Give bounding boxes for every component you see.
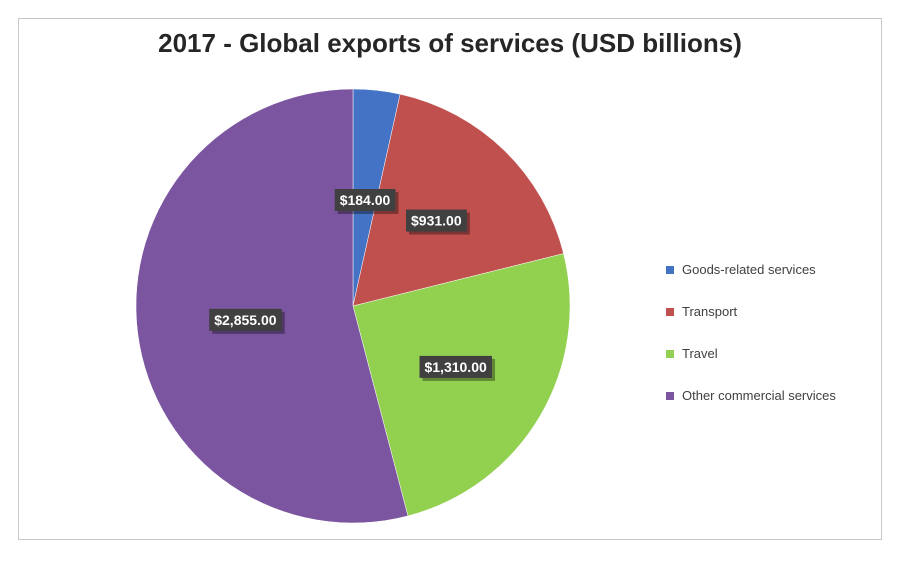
data-label-box [419,355,492,378]
data-label-box [334,189,396,211]
legend-label: Travel [682,346,718,361]
legend-item-other-commercial-services: Other commercial services [666,388,836,430]
data-label-box [209,308,282,331]
chart-title: 2017 - Global exports of services (USD b… [158,28,742,58]
legend-swatch [666,308,674,316]
data-label-travel: $1,310.00 [419,355,495,381]
data-label-text: $1,310.00 [424,359,486,375]
legend-item-transport: Transport [666,304,836,346]
data-label-transport: $931.00 [406,209,470,235]
pie-slices [135,88,571,524]
legend-item-goods-related-services: Goods-related services [666,262,836,304]
pie-slice-transport [352,93,564,307]
data-label-goods-related-services: $184.00 [334,189,399,214]
pie-slice-travel [352,253,571,517]
legend: Goods-related services Transport Travel … [666,262,836,430]
legend-swatch [666,392,674,400]
data-label-other-commercial-services: $2,855.00 [209,308,285,334]
legend-swatch [666,266,674,274]
legend-label: Transport [682,304,738,319]
legend-swatch [666,350,674,358]
data-label-text: $931.00 [411,213,462,229]
legend-label: Other commercial services [682,388,836,403]
data-label-text: $2,855.00 [214,312,276,328]
data-label-box [406,209,467,232]
legend-item-travel: Travel [666,346,836,388]
data-label-text: $184.00 [340,192,391,208]
data-labels: $184.00 $931.00 $1,310.00 $2,855.00 [209,189,495,381]
legend-label: Goods-related services [682,262,816,277]
